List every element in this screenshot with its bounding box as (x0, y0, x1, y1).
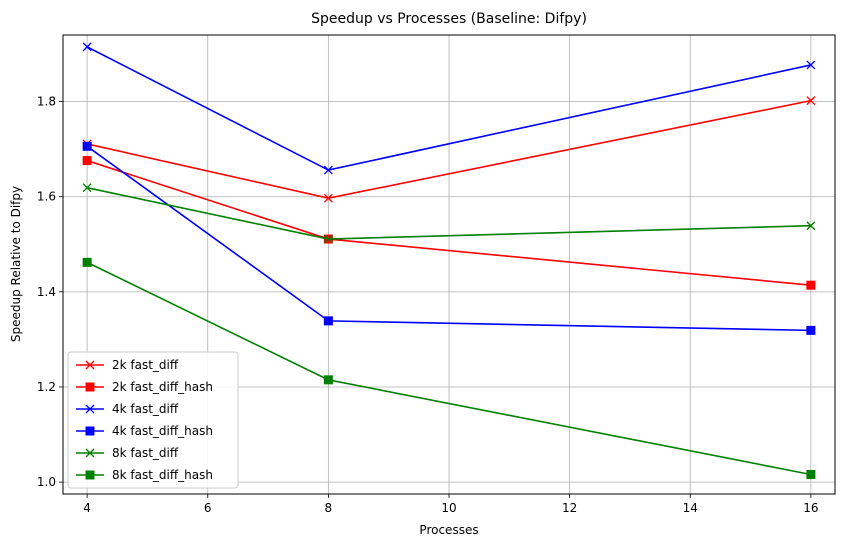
data-point (82, 257, 92, 267)
data-point (323, 165, 333, 175)
chart-title: Speedup vs Processes (Baseline: Difpy) (311, 11, 587, 27)
data-point (806, 325, 816, 335)
legend-marker (85, 448, 95, 458)
y-tick-label: 1.6 (37, 190, 56, 204)
x-tick-label: 12 (562, 501, 577, 515)
data-point (323, 234, 333, 244)
series-5 (82, 257, 816, 479)
x-tick-label: 6 (204, 501, 212, 515)
data-point (806, 60, 816, 70)
x-tick-label: 14 (683, 501, 698, 515)
x-tick-label: 8 (325, 501, 333, 515)
y-tick-label: 1.0 (37, 475, 56, 489)
x-tick-label: 10 (441, 501, 456, 515)
legend: 2k fast_diff 2k fast_diff_hash 4k fast_dif… (67, 351, 239, 489)
series-2 (82, 42, 816, 175)
legend-entry: 8k fast_diff (76, 446, 179, 460)
legend-label: 8k fast_diff_hash (112, 468, 213, 482)
legend-entry: 2k fast_diff_hash (76, 380, 213, 394)
data-point (323, 193, 333, 203)
data-point (82, 156, 92, 166)
data-point (82, 42, 92, 52)
data-point (806, 469, 816, 479)
data-point (806, 280, 816, 290)
y-tick-label: 1.8 (37, 95, 56, 109)
legend-entry: 4k fast_diff_hash (76, 424, 213, 438)
legend-label: 2k fast_diff (112, 358, 179, 372)
legend-label: 2k fast_diff_hash (112, 380, 213, 394)
data-point (323, 375, 333, 385)
legend-box (67, 351, 239, 489)
ticks: 4 6 8 10 12 14 16 1.0 1.2 1.4 1.6 1.8 (37, 95, 819, 515)
x-tick-label: 16 (803, 501, 818, 515)
legend-label: 4k fast_diff (112, 402, 179, 416)
legend-label: 8k fast_diff (112, 446, 179, 460)
y-tick-label: 1.4 (37, 285, 56, 299)
y-tick-label: 1.2 (37, 380, 56, 394)
data-point (82, 141, 92, 151)
data-point (82, 183, 92, 193)
y-axis-label: Speedup Relative to Difpy (9, 186, 23, 342)
series-4 (82, 183, 816, 244)
data-point (323, 316, 333, 326)
legend-marker (85, 360, 95, 370)
legend-entry: 4k fast_diff (76, 402, 179, 416)
legend-marker (85, 470, 95, 480)
legend-entry: 2k fast_diff (76, 358, 179, 372)
x-tick-label: 4 (83, 501, 91, 515)
grid (63, 35, 835, 494)
legend-marker (85, 382, 95, 392)
data-point (806, 96, 816, 106)
legend-marker (85, 426, 95, 436)
data-point (806, 221, 816, 231)
legend-label: 4k fast_diff_hash (112, 424, 213, 438)
series-layer (82, 42, 816, 479)
legend-marker (85, 404, 95, 414)
legend-entry: 8k fast_diff_hash (76, 468, 213, 482)
x-axis-label: Processes (419, 523, 478, 537)
